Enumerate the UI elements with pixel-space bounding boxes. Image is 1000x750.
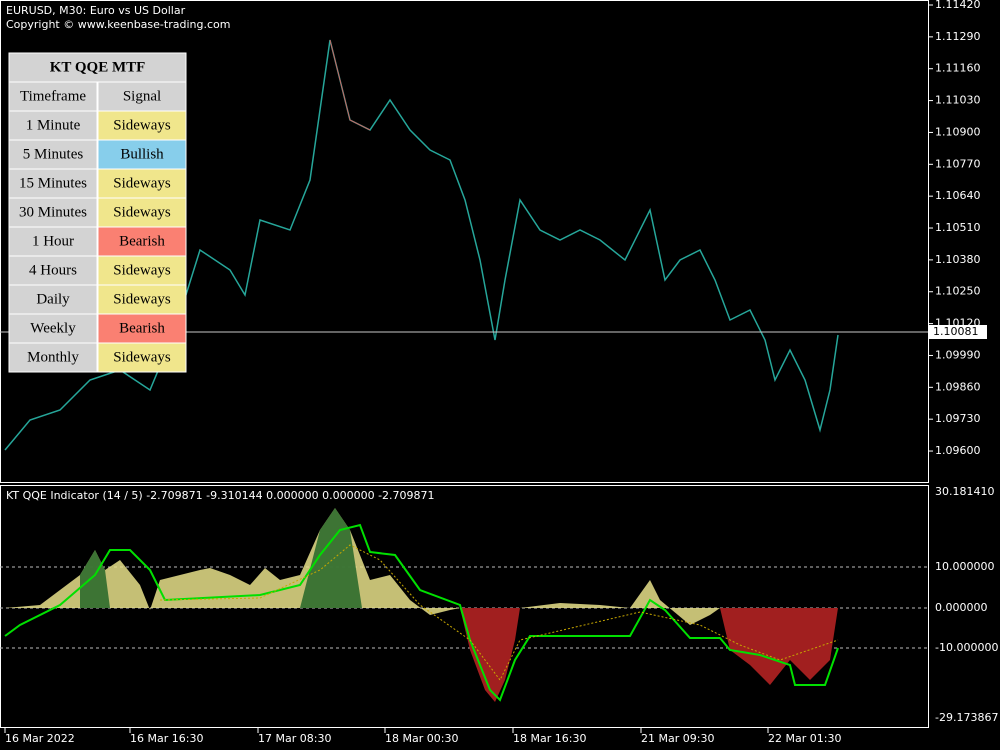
row-cell [8, 255, 98, 286]
current-price-box [929, 325, 987, 339]
price-label: 1.09860 [935, 380, 981, 393]
price-label: 1.10770 [935, 157, 981, 170]
table-title-cell [8, 52, 187, 83]
row-cell [8, 139, 98, 170]
row-text: 15 Minutes [19, 175, 87, 191]
price-label: 1.10640 [935, 189, 981, 202]
histogram-small [520, 580, 840, 625]
row-cell [97, 168, 187, 199]
row-cell [97, 139, 187, 170]
row-text: Sideways [113, 349, 171, 365]
row-text: 5 Minutes [23, 146, 84, 162]
row-text: Bearish [119, 320, 165, 336]
price-path-down [329, 39, 371, 131]
time-label: 17 Mar 08:30 [258, 732, 331, 745]
price-label: 1.11160 [935, 62, 981, 75]
row-cell [8, 313, 98, 344]
indicator-axis-label: 30.181410 [935, 485, 995, 498]
indicator-axis-label: -29.173867 [935, 711, 998, 724]
time-label: 18 Mar 00:30 [385, 732, 458, 745]
row-cell [97, 197, 187, 228]
row-text: 4 Hours [29, 262, 77, 278]
price-path [4, 39, 839, 451]
time-label: 18 Mar 16:30 [513, 732, 586, 745]
price-label: 1.10900 [935, 125, 981, 138]
price-label: 1.10120 [935, 317, 981, 330]
row-cell [8, 342, 98, 373]
row-cell [97, 226, 187, 257]
price-label: 1.10380 [935, 253, 981, 266]
row-cell [97, 342, 187, 373]
main-frame [0, 0, 929, 483]
row-text: Weekly [30, 320, 76, 336]
row-cell [8, 168, 98, 199]
price-label: 1.11290 [935, 30, 981, 43]
row-text: Sideways [113, 262, 171, 278]
price-label: 1.10250 [935, 285, 981, 298]
row-text: 30 Minutes [19, 204, 87, 220]
time-label: 16 Mar 2022 [5, 732, 75, 745]
time-label: 22 Mar 01:30 [768, 732, 841, 745]
table-title: KT QQE MTF [50, 59, 146, 75]
row-text: Bearish [119, 233, 165, 249]
row-text: Bullish [120, 146, 164, 162]
row-text: Sideways [113, 204, 171, 220]
indicator-axis-label: 10.000000 [935, 560, 995, 573]
price-label: 1.11030 [935, 94, 981, 107]
row-text: Sideways [113, 175, 171, 191]
price-label: 1.10510 [935, 221, 981, 234]
row-text: Monthly [27, 349, 79, 365]
price-label: 1.09990 [935, 348, 981, 361]
histogram-strong-up [80, 508, 362, 608]
indicator-label: KT QQE Indicator (14 / 5) -2.709871 -9.3… [6, 489, 435, 502]
indicator-axis-label: -10.000000 [935, 641, 998, 654]
indicator-axis-label: 0.000000 [935, 601, 988, 614]
header-text: Timeframe [20, 88, 86, 104]
row-text: Daily [36, 291, 70, 307]
price-label: 1.09600 [935, 444, 981, 457]
indicator-frame [0, 485, 929, 728]
histogram-negative [460, 608, 838, 702]
row-text: Sideways [113, 117, 171, 133]
header-text: Signal [123, 88, 161, 104]
qqe-signal-line [4, 523, 839, 702]
row-cell [97, 110, 187, 141]
price-label: 1.11420 [935, 0, 981, 11]
row-cell [97, 284, 187, 315]
row-cell [8, 226, 98, 257]
time-label: 21 Mar 09:30 [641, 732, 714, 745]
symbol-title: EURUSD, M30: Euro vs US Dollar [6, 4, 186, 17]
row-cell [97, 313, 187, 344]
row-text: 1 Hour [32, 233, 74, 249]
time-label: 16 Mar 16:30 [130, 732, 203, 745]
row-text: Sideways [113, 291, 171, 307]
row-text: 1 Minute [26, 117, 81, 133]
qqe-slow-line [159, 544, 839, 681]
price-label: 1.09730 [935, 412, 981, 425]
header-cell [97, 81, 187, 112]
current-price: 1.10081 [933, 325, 979, 338]
header-cell [8, 81, 98, 112]
row-cell [8, 197, 98, 228]
copyright: Copyright © www.keenbase-trading.com [6, 18, 230, 31]
row-cell [8, 110, 98, 141]
